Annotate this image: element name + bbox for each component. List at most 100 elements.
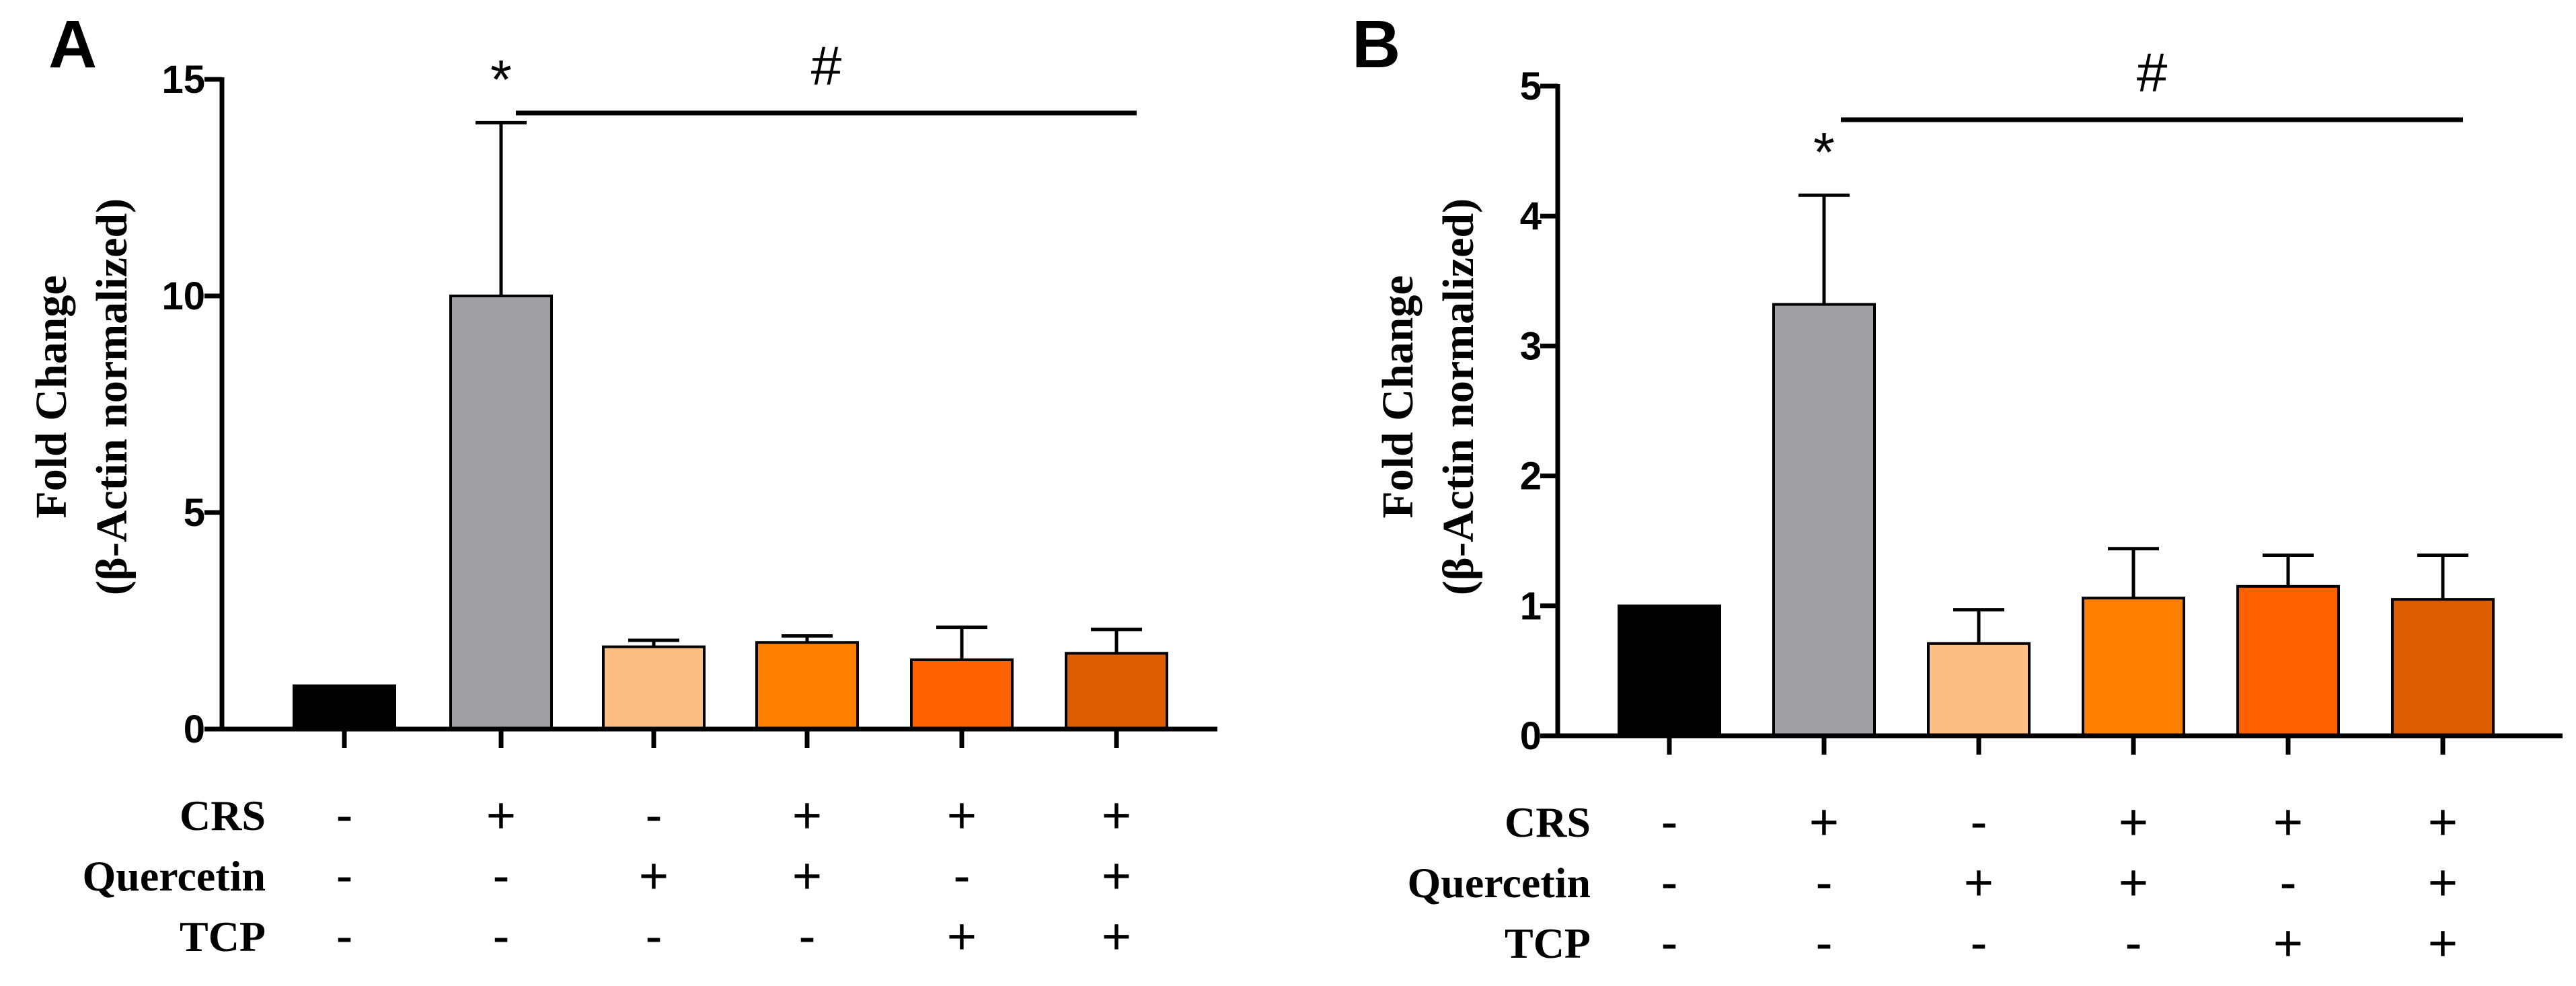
- panel-a-condition-label-tcp: TCP: [180, 913, 266, 960]
- panel-b-y-ticks: 0 1 2 3 4 5: [1520, 65, 1558, 758]
- panel-a-condition-crs-3: -: [645, 787, 662, 844]
- panel-b-condition-label-crs: CRS: [1505, 798, 1591, 846]
- panel-a-y-tick-label-0: 0: [184, 708, 205, 751]
- panel-b-condition-quercetin-3: +: [1964, 854, 1994, 911]
- panel-b-error-bar-6: [2417, 553, 2468, 600]
- panel-b-bar-3: [1927, 642, 2031, 737]
- panel-a-condition-tcp-3: -: [645, 908, 662, 965]
- panel-a-condition-crs-6: +: [1102, 787, 1131, 844]
- panel-a-error-bar-6: [1091, 628, 1142, 654]
- panel-a-y-tick-label-1: 5: [184, 491, 205, 535]
- panel-b-error-bar-4: [2108, 547, 2159, 599]
- panel-a-star-marker: *: [490, 49, 512, 110]
- panel-a-bar-5: [910, 658, 1014, 731]
- panel-a-condition-label-quercetin: Quercetin: [82, 852, 266, 900]
- panel-b-condition-tcp-3: -: [1970, 915, 1987, 972]
- panel-b-y-tick-label-5: 5: [1520, 65, 1542, 108]
- panel-b-condition-crs-5: +: [2273, 794, 2303, 851]
- panel-b-condition-crs-4: +: [2119, 794, 2148, 851]
- panel-a-axes: [219, 77, 1217, 732]
- panel-a-condition-quercetin-6: +: [1102, 847, 1131, 905]
- panel-b-error-bar-5: [2263, 553, 2314, 586]
- panel-b-condition-quercetin-4: +: [2119, 854, 2148, 911]
- panel-a-y-axis-label-line2: (β-Actin normalized): [87, 198, 137, 595]
- panel-b-condition-tcp-4: -: [2125, 915, 2142, 972]
- panel-b-error-bars: [1798, 193, 2468, 644]
- panel-a-y-tick-label-3: 15: [161, 58, 205, 102]
- panel-b-condition-quercetin-1: -: [1661, 854, 1677, 911]
- panel-b-y-tick-label-0: 0: [1520, 714, 1542, 758]
- panel-a-bar-1: [293, 684, 396, 730]
- panel-a-chart: A Fold Change (β-Actin normalized) 0 5 10 1…: [27, 7, 1217, 965]
- panel-a-condition-quercetin-1: -: [336, 847, 352, 905]
- panel-a-error-bar-4: [782, 634, 833, 643]
- panel-a-condition-tcp-2: -: [492, 908, 509, 965]
- panel-b-condition-crs-3: -: [1970, 794, 1987, 851]
- panel-b-significance: *#: [1813, 42, 2463, 183]
- panel-b-bar-2: [1772, 303, 1876, 737]
- panel-b-condition-crs-6: +: [2428, 794, 2458, 851]
- panel-a-error-bar-2: [476, 120, 527, 296]
- panel-b-condition-tcp-1: -: [1661, 915, 1677, 972]
- panel-a-y-ticks: 0 5 10 15: [161, 58, 222, 751]
- panel-a-hash-marker: #: [811, 36, 842, 97]
- panel-b-y-axis-label-line2: (β-Actin normalized): [1434, 198, 1483, 595]
- panel-b-hash-marker: #: [2137, 42, 2168, 104]
- panel-b-axes: [1555, 84, 2563, 738]
- panel-b-condition-table: CRS - + - + + +Quercetin - - + + - +TCP - - - - + +: [1407, 794, 2458, 972]
- panel-b-condition-label-tcp: TCP: [1505, 919, 1591, 967]
- panel-b-condition-crs-1: -: [1661, 794, 1677, 851]
- panel-a-bar-6: [1065, 652, 1168, 730]
- panel-b-y-tick-label-3: 3: [1520, 324, 1542, 368]
- panel-a-y-tick-label-2: 10: [161, 274, 205, 318]
- panel-b-condition-tcp-6: +: [2428, 915, 2458, 972]
- panel-a-condition-crs-4: +: [792, 787, 822, 844]
- panel-a-letter: A: [48, 7, 97, 82]
- panel-a-condition-crs-5: +: [947, 787, 977, 844]
- panel-b-letter: B: [1352, 7, 1400, 82]
- panel-b-y-axis-label-line1: Fold Change: [1373, 275, 1423, 518]
- panel-b-condition-quercetin-5: -: [2279, 854, 2296, 911]
- panel-b-x-ticks: [1667, 736, 2446, 755]
- panel-a-significance: * #: [490, 36, 1137, 116]
- panel-b-bar-6: [2391, 598, 2495, 738]
- panel-b-y-tick-label-2: 2: [1520, 455, 1542, 498]
- panel-a-bar-2: [449, 295, 553, 730]
- panel-a-bar-4: [755, 641, 859, 731]
- panel-a-condition-quercetin-2: -: [492, 847, 509, 905]
- panel-b-error-bar-2: [1798, 193, 1850, 305]
- panel-a-condition-tcp-6: +: [1102, 908, 1131, 965]
- panel-a-condition-label-crs: CRS: [180, 792, 266, 839]
- panel-b-condition-crs-2: +: [1809, 794, 1839, 851]
- panel-a-condition-quercetin-5: -: [953, 847, 970, 905]
- panel-a-condition-table: CRS - + - + + +Quercetin - - + + - +TCP - - - - + +: [82, 787, 1131, 965]
- panel-a-condition-tcp-5: +: [947, 908, 977, 965]
- panel-b-condition-quercetin-6: +: [2428, 854, 2458, 911]
- panel-a-condition-crs-2: +: [486, 787, 516, 844]
- panel-b-bar-1: [1618, 604, 1721, 737]
- panel-a-condition-quercetin-4: +: [792, 847, 822, 905]
- panel-a-bar-3: [602, 645, 706, 731]
- panel-b-star-marker: *: [1813, 122, 1835, 183]
- panel-b-bar-5: [2236, 584, 2340, 737]
- panel-b-condition-quercetin-2: -: [1815, 854, 1832, 911]
- panel-b-condition-tcp-2: -: [1815, 915, 1832, 972]
- panel-b-chart: B Fold Change (β-Actin normalized) 0 1 2 3 4…: [1352, 7, 2563, 972]
- panel-b-bar-4: [2082, 597, 2185, 738]
- panel-a-condition-tcp-1: -: [336, 908, 352, 965]
- panel-a-x-ticks: [342, 729, 1119, 748]
- panel-b-condition-label-quercetin: Quercetin: [1407, 859, 1591, 907]
- panel-a-error-bars: [476, 120, 1142, 660]
- panel-b-bars: [1618, 303, 2495, 738]
- panel-b-error-bar-3: [1953, 608, 2004, 644]
- panel-b-y-tick-label-4: 4: [1520, 194, 1542, 238]
- panel-a-condition-tcp-4: -: [798, 908, 815, 965]
- panel-b-condition-tcp-5: +: [2273, 915, 2303, 972]
- panel-a-bars: [293, 295, 1168, 731]
- panel-b-y-tick-label-1: 1: [1520, 584, 1542, 628]
- panel-a-condition-crs-1: -: [336, 787, 352, 844]
- panel-a-error-bar-5: [936, 625, 987, 660]
- panel-a-y-axis-label-line1: Fold Change: [27, 275, 76, 518]
- panel-a-error-bar-3: [628, 638, 679, 647]
